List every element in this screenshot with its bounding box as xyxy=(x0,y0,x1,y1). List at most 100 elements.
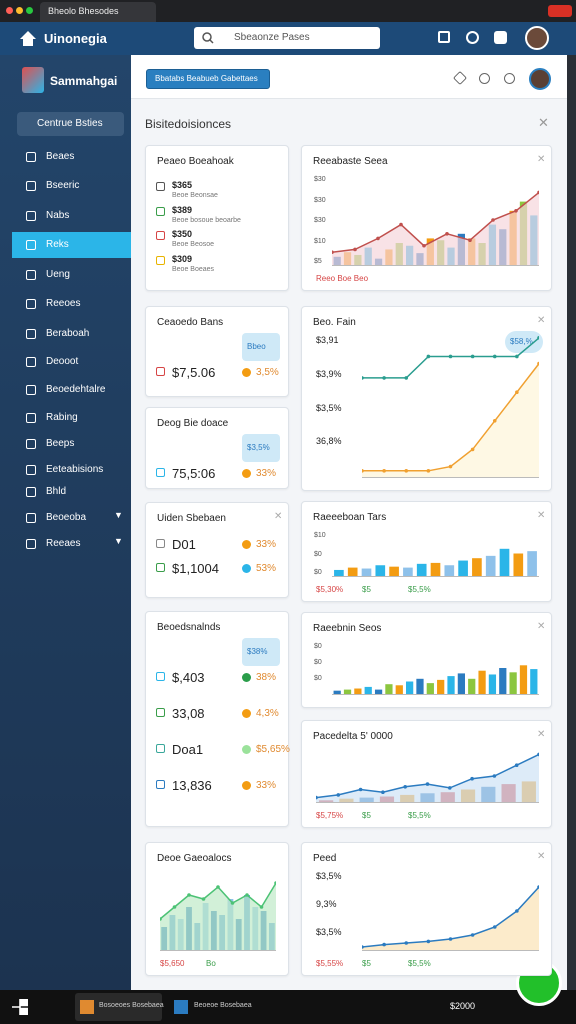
nav-item[interactable]: Beoeoba ▼ xyxy=(0,505,131,531)
card-close[interactable]: ✕ xyxy=(537,154,546,165)
pct-dot xyxy=(242,781,251,790)
tab[interactable]: Bheolo Bhesodes xyxy=(40,2,156,22)
nav-icon xyxy=(26,152,36,162)
nav-label: Ueng xyxy=(46,269,70,280)
point xyxy=(201,897,206,901)
close-window[interactable] xyxy=(548,5,572,17)
point xyxy=(470,354,475,359)
help-icon[interactable] xyxy=(466,31,479,44)
nav-item[interactable]: Reeoes xyxy=(0,291,131,317)
point xyxy=(399,222,403,227)
row-sub: Beoe Beonsae xyxy=(172,192,218,199)
settings-icon[interactable] xyxy=(504,73,515,84)
footer-label: $5 xyxy=(362,811,371,820)
action-button-label: Bbatabs Beabueb Gabettaes xyxy=(155,74,258,83)
avatar[interactable] xyxy=(525,26,549,50)
bar xyxy=(395,685,403,695)
tick-label: $30 xyxy=(314,196,326,204)
window-dot[interactable] xyxy=(16,7,23,14)
search-box[interactable]: Sbeaonze Pases xyxy=(194,27,380,49)
nav-item[interactable]: Beaes xyxy=(0,144,131,170)
window-dot[interactable] xyxy=(26,7,33,14)
nav-item[interactable]: Bseeric xyxy=(0,173,131,199)
card: Raeeeboan Tars ✕ $10 $0 $0 $5,30% $5 $5,5% xyxy=(301,501,552,602)
bar xyxy=(343,689,352,695)
badge-text: Bbeo xyxy=(247,342,266,351)
area xyxy=(362,887,539,951)
badge-text: $38% xyxy=(247,647,268,656)
point xyxy=(259,905,264,909)
nav-item[interactable]: Beraboah xyxy=(0,321,131,347)
nav-label: Beoeoba xyxy=(46,512,87,523)
point xyxy=(382,942,386,947)
card-close[interactable]: ✕ xyxy=(537,510,546,521)
tick-label: $30 xyxy=(314,176,326,183)
point xyxy=(358,787,363,792)
action-button[interactable]: Bbatabs Beabueb Gabettaes xyxy=(146,69,270,89)
nav-item[interactable]: Deooot xyxy=(0,349,131,375)
task-icon xyxy=(174,1000,188,1014)
nav-item[interactable]: Reeaes ▼ xyxy=(0,531,131,557)
logo-icon xyxy=(20,31,36,46)
task-item[interactable]: Beoeoe Bosebaea xyxy=(170,993,290,1021)
tick-label: $0 xyxy=(314,659,322,666)
row-icon xyxy=(156,231,165,240)
card-title: Raeeeboan Tars xyxy=(313,512,387,523)
close-icon[interactable]: ✕ xyxy=(538,115,549,130)
nav-item[interactable]: Bhld xyxy=(0,479,131,505)
user-avatar[interactable] xyxy=(529,68,551,90)
notification-icon[interactable] xyxy=(494,31,507,44)
row-value: $3,91 xyxy=(316,335,339,345)
sidebar-button[interactable]: Centrue Bsties xyxy=(17,112,124,136)
nav-item[interactable]: Ueng xyxy=(0,262,131,288)
badge: $3,5% xyxy=(242,434,280,462)
card: Pacedelta 5' 0000 ✕ $5,75% $5 $5,5% xyxy=(301,720,552,828)
bar xyxy=(499,548,510,577)
chevron[interactable]: ▼ xyxy=(114,510,123,520)
card-close[interactable]: ✕ xyxy=(274,511,283,522)
tick-label: $5 xyxy=(314,258,322,265)
nav-item[interactable]: Beoedehtalre xyxy=(0,377,131,403)
bar xyxy=(385,684,393,695)
grid-icon[interactable] xyxy=(438,31,450,43)
point xyxy=(514,763,519,767)
task-item[interactable]: Bosoeoes Bosebaea xyxy=(75,993,164,1021)
bar xyxy=(488,674,497,695)
footer-label: $5,5% xyxy=(408,811,431,820)
bar xyxy=(430,562,441,577)
bar xyxy=(334,569,344,577)
area xyxy=(160,883,276,951)
card: Ceaoedo Bans Bbeo $7,5.06 3,5% xyxy=(145,306,289,397)
bar xyxy=(403,567,413,577)
card-title: Pacedelta 5' 0000 xyxy=(313,731,393,742)
point xyxy=(230,901,235,905)
nav-item[interactable]: Rabing xyxy=(0,405,131,431)
card-close[interactable]: ✕ xyxy=(537,851,546,862)
nav-label: Beaes xyxy=(46,151,75,162)
nav-item[interactable]: Reks xyxy=(12,232,131,258)
card-close[interactable]: ✕ xyxy=(537,729,546,740)
nav-item[interactable]: Beeps xyxy=(0,431,131,457)
footer-label: $5,5% xyxy=(408,585,431,594)
window-dot[interactable] xyxy=(6,7,13,14)
card-close[interactable]: ✕ xyxy=(537,621,546,632)
point xyxy=(537,190,539,195)
point xyxy=(448,354,453,359)
row-icon xyxy=(156,206,165,216)
card-close[interactable]: ✕ xyxy=(537,315,546,326)
clock-icon[interactable] xyxy=(479,73,490,84)
point xyxy=(537,361,539,366)
bar xyxy=(426,683,434,695)
chevron[interactable]: ▼ xyxy=(114,536,123,546)
nav-item[interactable]: Nabs xyxy=(0,203,131,229)
point xyxy=(492,354,497,359)
pct: 53% xyxy=(256,563,277,574)
point xyxy=(382,469,386,473)
nav-icon xyxy=(26,539,36,549)
footer-label: $5,55% xyxy=(316,959,344,968)
point xyxy=(515,390,519,394)
point xyxy=(382,376,386,380)
nav-item[interactable]: Eeteabisions xyxy=(0,457,131,483)
row-value: $389 xyxy=(172,204,193,215)
start-icon[interactable] xyxy=(12,999,28,1015)
